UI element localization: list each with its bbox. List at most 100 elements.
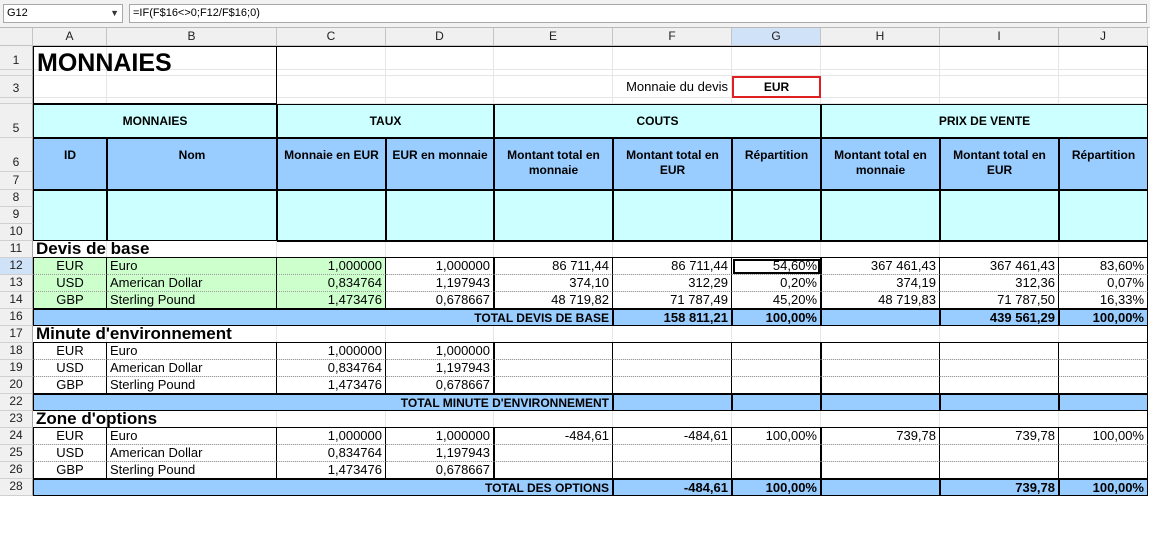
- value-p-rep[interactable]: 16,33%: [1059, 292, 1148, 309]
- empty-header-band-cell[interactable]: [107, 190, 277, 241]
- total-price-repartition[interactable]: [1059, 394, 1148, 411]
- total-cost-repartition[interactable]: 100,00%: [732, 309, 821, 326]
- currency-id[interactable]: USD: [33, 275, 107, 292]
- header-group-couts[interactable]: COUTS: [494, 104, 821, 138]
- total-cost-eur[interactable]: 158 811,21: [613, 309, 732, 326]
- empty-header-band-cell[interactable]: [386, 190, 494, 241]
- value-c-rep[interactable]: [732, 462, 821, 479]
- header-id[interactable]: ID: [33, 138, 107, 190]
- value-p-mon[interactable]: 367 461,43: [821, 258, 940, 275]
- header-group-monnaies[interactable]: MONNAIES: [33, 104, 277, 138]
- total-blank[interactable]: [821, 309, 940, 326]
- total-cost-repartition[interactable]: [732, 394, 821, 411]
- value-p-mon[interactable]: [821, 360, 940, 377]
- total-label[interactable]: TOTAL MINUTE D'ENVIRONNEMENT: [33, 394, 613, 411]
- value-p-eur[interactable]: 71 787,50: [940, 292, 1059, 309]
- selected-cell-g12[interactable]: 54,60%: [732, 258, 821, 275]
- row-header-28[interactable]: 28: [0, 479, 33, 496]
- value-c-eur[interactable]: [613, 377, 732, 394]
- row-header-12[interactable]: 12: [0, 258, 33, 275]
- currency-name[interactable]: American Dollar: [107, 275, 277, 292]
- value-c-mon[interactable]: 86 711,44: [494, 258, 613, 275]
- total-cost-eur[interactable]: [613, 394, 732, 411]
- column-header-a[interactable]: A: [33, 28, 107, 46]
- row-header-1[interactable]: 1: [0, 46, 33, 70]
- total-label[interactable]: TOTAL DES OPTIONS: [33, 479, 613, 496]
- chevron-down-icon[interactable]: ▼: [110, 8, 119, 18]
- total-price-repartition[interactable]: 100,00%: [1059, 309, 1148, 326]
- name-box[interactable]: G12 ▼: [3, 4, 123, 23]
- row-header-3[interactable]: 3: [0, 76, 33, 98]
- column-header-i[interactable]: I: [940, 28, 1059, 46]
- column-header-f[interactable]: F: [613, 28, 732, 46]
- row-header-25[interactable]: 25: [0, 445, 33, 462]
- value-c-rep[interactable]: 100,00%: [732, 428, 821, 445]
- value-p-eur[interactable]: [940, 445, 1059, 462]
- column-header-c[interactable]: C: [277, 28, 386, 46]
- value-c-mon[interactable]: [494, 462, 613, 479]
- currency-id[interactable]: USD: [33, 360, 107, 377]
- value-c-rep[interactable]: [732, 343, 821, 360]
- row-header-8[interactable]: 8: [0, 190, 33, 207]
- currency-name[interactable]: American Dollar: [107, 445, 277, 462]
- row-header-6[interactable]: 6: [0, 138, 33, 172]
- currency-id[interactable]: GBP: [33, 292, 107, 309]
- value-c-eur[interactable]: [613, 445, 732, 462]
- total-cost-repartition[interactable]: 100,00%: [732, 479, 821, 496]
- empty-header-band-cell[interactable]: [277, 190, 386, 241]
- rate-to-eur[interactable]: 0,834764: [277, 360, 386, 377]
- value-p-rep[interactable]: 0,07%: [1059, 275, 1148, 292]
- row-header-24[interactable]: 24: [0, 428, 33, 445]
- rate-to-eur[interactable]: 0,834764: [277, 445, 386, 462]
- value-c-mon[interactable]: 374,10: [494, 275, 613, 292]
- row-header-2[interactable]: 2: [0, 70, 33, 76]
- value-c-mon[interactable]: -484,61: [494, 428, 613, 445]
- rate-from-eur[interactable]: 0,678667: [386, 292, 494, 309]
- value-p-rep[interactable]: [1059, 462, 1148, 479]
- value-p-mon[interactable]: 739,78: [821, 428, 940, 445]
- total-blank[interactable]: [821, 479, 940, 496]
- column-header-j[interactable]: J: [1059, 28, 1148, 46]
- value-p-rep[interactable]: [1059, 343, 1148, 360]
- total-price-repartition[interactable]: 100,00%: [1059, 479, 1148, 496]
- rate-from-eur[interactable]: 1,197943: [386, 275, 494, 292]
- value-p-mon[interactable]: 48 719,83: [821, 292, 940, 309]
- header-repartition[interactable]: Répartition: [732, 138, 821, 190]
- value-c-rep[interactable]: 0,20%: [732, 275, 821, 292]
- value-p-eur[interactable]: 312,36: [940, 275, 1059, 292]
- section-title[interactable]: Minute d'environnement: [33, 326, 277, 343]
- column-header-d[interactable]: D: [386, 28, 494, 46]
- row-header-13[interactable]: 13: [0, 275, 33, 292]
- section-title[interactable]: Zone d'options: [33, 411, 277, 428]
- empty-header-band-cell[interactable]: [33, 190, 107, 241]
- header-pv-repartition[interactable]: Répartition: [1059, 138, 1148, 190]
- row-header-19[interactable]: 19: [0, 360, 33, 377]
- row-header-23[interactable]: 23: [0, 411, 33, 428]
- value-c-eur[interactable]: [613, 462, 732, 479]
- row-header-9[interactable]: 9: [0, 207, 33, 224]
- row-header-26[interactable]: 26: [0, 462, 33, 479]
- total-price-eur[interactable]: 739,78: [940, 479, 1059, 496]
- value-c-eur[interactable]: 312,29: [613, 275, 732, 292]
- value-c-mon[interactable]: [494, 360, 613, 377]
- empty-header-band-cell[interactable]: [1059, 190, 1148, 241]
- formula-input[interactable]: =IF(F$16<>0;F12/F$16;0): [129, 4, 1147, 23]
- row-header-14[interactable]: 14: [0, 292, 33, 309]
- value-p-mon[interactable]: 374,19: [821, 275, 940, 292]
- rate-to-eur[interactable]: 1,000000: [277, 258, 386, 275]
- row-header-7[interactable]: 7: [0, 172, 33, 190]
- value-c-rep[interactable]: [732, 377, 821, 394]
- devis-currency-label[interactable]: Monnaie du devis: [626, 79, 728, 94]
- value-p-eur[interactable]: [940, 377, 1059, 394]
- row-header-16[interactable]: 16: [0, 309, 33, 326]
- header-monnaie-en-eur[interactable]: Monnaie en EUR: [277, 138, 386, 190]
- value-p-mon[interactable]: [821, 343, 940, 360]
- value-p-mon[interactable]: [821, 445, 940, 462]
- rate-from-eur[interactable]: 0,678667: [386, 377, 494, 394]
- row-header-22[interactable]: 22: [0, 394, 33, 411]
- rate-to-eur[interactable]: 1,000000: [277, 428, 386, 445]
- value-c-mon[interactable]: 48 719,82: [494, 292, 613, 309]
- header-mt-monnaie[interactable]: Montant total en monnaie: [494, 138, 613, 190]
- currency-name[interactable]: Euro: [107, 343, 277, 360]
- value-p-eur[interactable]: [940, 360, 1059, 377]
